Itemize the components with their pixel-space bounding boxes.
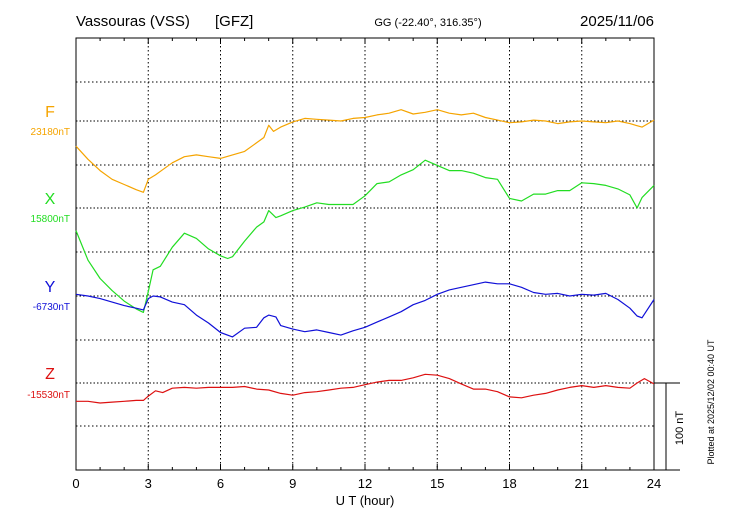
series-name-z: Z	[45, 366, 55, 383]
institute-label: [GFZ]	[215, 13, 253, 30]
station-title: Vassouras (VSS)	[76, 13, 190, 30]
x-tick-label: 0	[72, 476, 79, 491]
series-baseline-f: 23180nT	[31, 127, 70, 138]
grid	[76, 38, 654, 470]
x-tick-label: 15	[430, 476, 444, 491]
series-name-x: X	[45, 191, 56, 208]
series-line-x	[75, 159, 655, 313]
x-tick-label: 21	[575, 476, 589, 491]
x-axis-label: U T (hour)	[336, 493, 395, 508]
series-lines	[75, 109, 655, 404]
series-line-z	[76, 373, 655, 404]
series-line-f	[75, 109, 655, 193]
series-name-f: F	[45, 104, 55, 121]
x-tick-label: 6	[217, 476, 224, 491]
series-baseline-x: 15800nT	[31, 214, 70, 225]
x-axis: 0 3 6 9 12 15 18 21 24	[72, 38, 661, 491]
date-label: 2025/11/06	[580, 13, 654, 30]
scale-bar	[654, 382, 680, 471]
scale-bar-label: 100 nT	[674, 411, 686, 446]
x-tick-label: 12	[358, 476, 372, 491]
plotted-timestamp: Plotted at 2025/12/02 00:40 UT	[706, 339, 716, 465]
series-line-y	[75, 281, 655, 338]
series-baseline-z: -15530nT	[27, 390, 70, 401]
x-tick-label: 3	[145, 476, 152, 491]
series-baseline-y: -6730nT	[33, 302, 70, 313]
series-name-y: Y	[45, 279, 56, 296]
x-tick-label: 18	[502, 476, 516, 491]
x-tick-label: 24	[647, 476, 661, 491]
coordinates-label: GG (-22.40°, 316.35°)	[374, 17, 481, 29]
series-labels: F 23180nT X 15800nT Y -6730nT Z -15530nT	[27, 104, 70, 401]
x-tick-label: 9	[289, 476, 296, 491]
